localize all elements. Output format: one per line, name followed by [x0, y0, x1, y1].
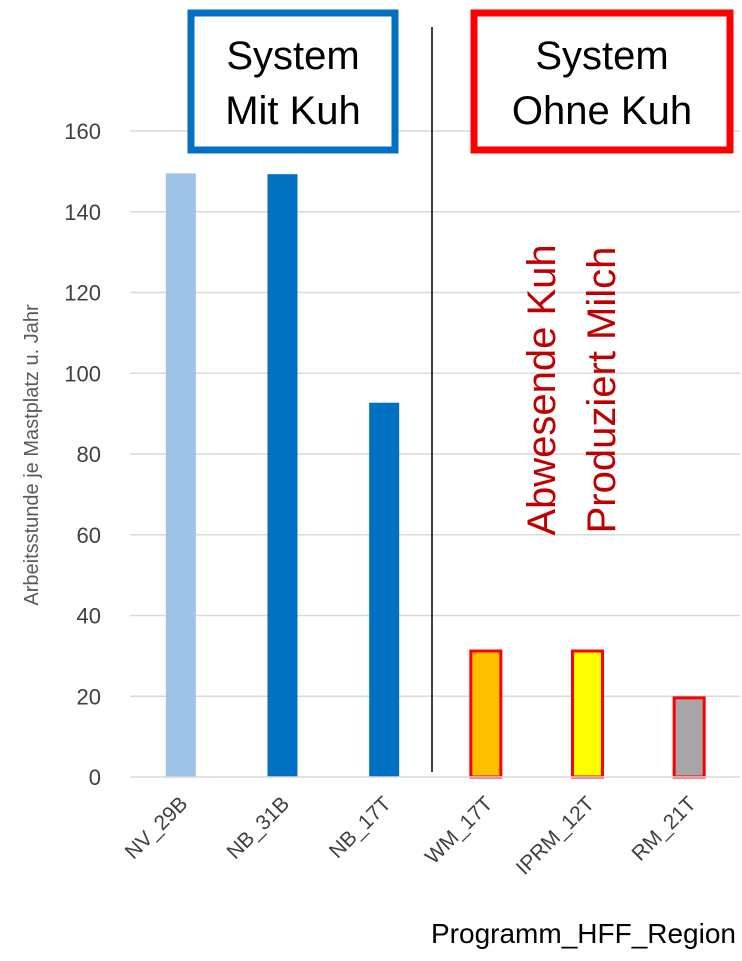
x-category-label: NB_31B — [222, 792, 294, 864]
x-axis-label: Programm_HFF_Region — [431, 918, 736, 949]
grid-lines — [130, 130, 740, 697]
y-tick-label: 40 — [77, 604, 101, 629]
y-axis-label: Arbeitsstunde je Mastplatz u. Jahr — [21, 304, 43, 606]
x-category-label: RM_21T — [627, 792, 700, 865]
y-tick-label: 160 — [64, 119, 101, 144]
group-title-mit-kuh-line1: System — [226, 34, 359, 78]
y-tick-label: 0 — [89, 765, 101, 790]
group-title-ohne-kuh-line1: System — [535, 34, 668, 78]
annotation-line2: Produziert Milch — [580, 247, 624, 534]
bar-nv-29b — [165, 173, 196, 778]
y-tick-label: 60 — [77, 523, 101, 548]
bars — [165, 173, 706, 779]
x-axis-categories: NV_29B NB_31B NB_17T WM_17T IPRM_12T RM_21T — [121, 792, 701, 879]
group-title-ohne-kuh-line2: Ohne Kuh — [512, 89, 692, 133]
x-category-label: IPRM_12T — [512, 792, 599, 879]
group-box-mit-kuh — [187, 9, 399, 154]
x-category-label: WM_17T — [421, 792, 498, 869]
x-category-label: NB_17T — [325, 792, 396, 863]
y-tick-label: 120 — [64, 281, 101, 306]
annotation-line1: Abwesende Kuh — [520, 244, 564, 535]
bar-wm-17t — [469, 649, 503, 779]
y-tick-label: 100 — [64, 361, 101, 386]
bar-rm-21t — [672, 696, 706, 779]
x-category-label: NV_29B — [121, 792, 193, 864]
group-box-ohne-kuh — [470, 9, 734, 154]
y-axis-ticks: 0 20 40 60 80 100 120 140 160 — [64, 119, 101, 790]
y-tick-label: 80 — [77, 442, 101, 467]
y-tick-label: 20 — [77, 684, 101, 709]
y-tick-label: 140 — [64, 200, 101, 225]
bar-nb-17t — [369, 402, 400, 777]
bar-nb-31b — [267, 174, 298, 778]
bar-iprm-12t — [571, 649, 604, 779]
group-title-mit-kuh-line2: Mit Kuh — [225, 89, 361, 133]
